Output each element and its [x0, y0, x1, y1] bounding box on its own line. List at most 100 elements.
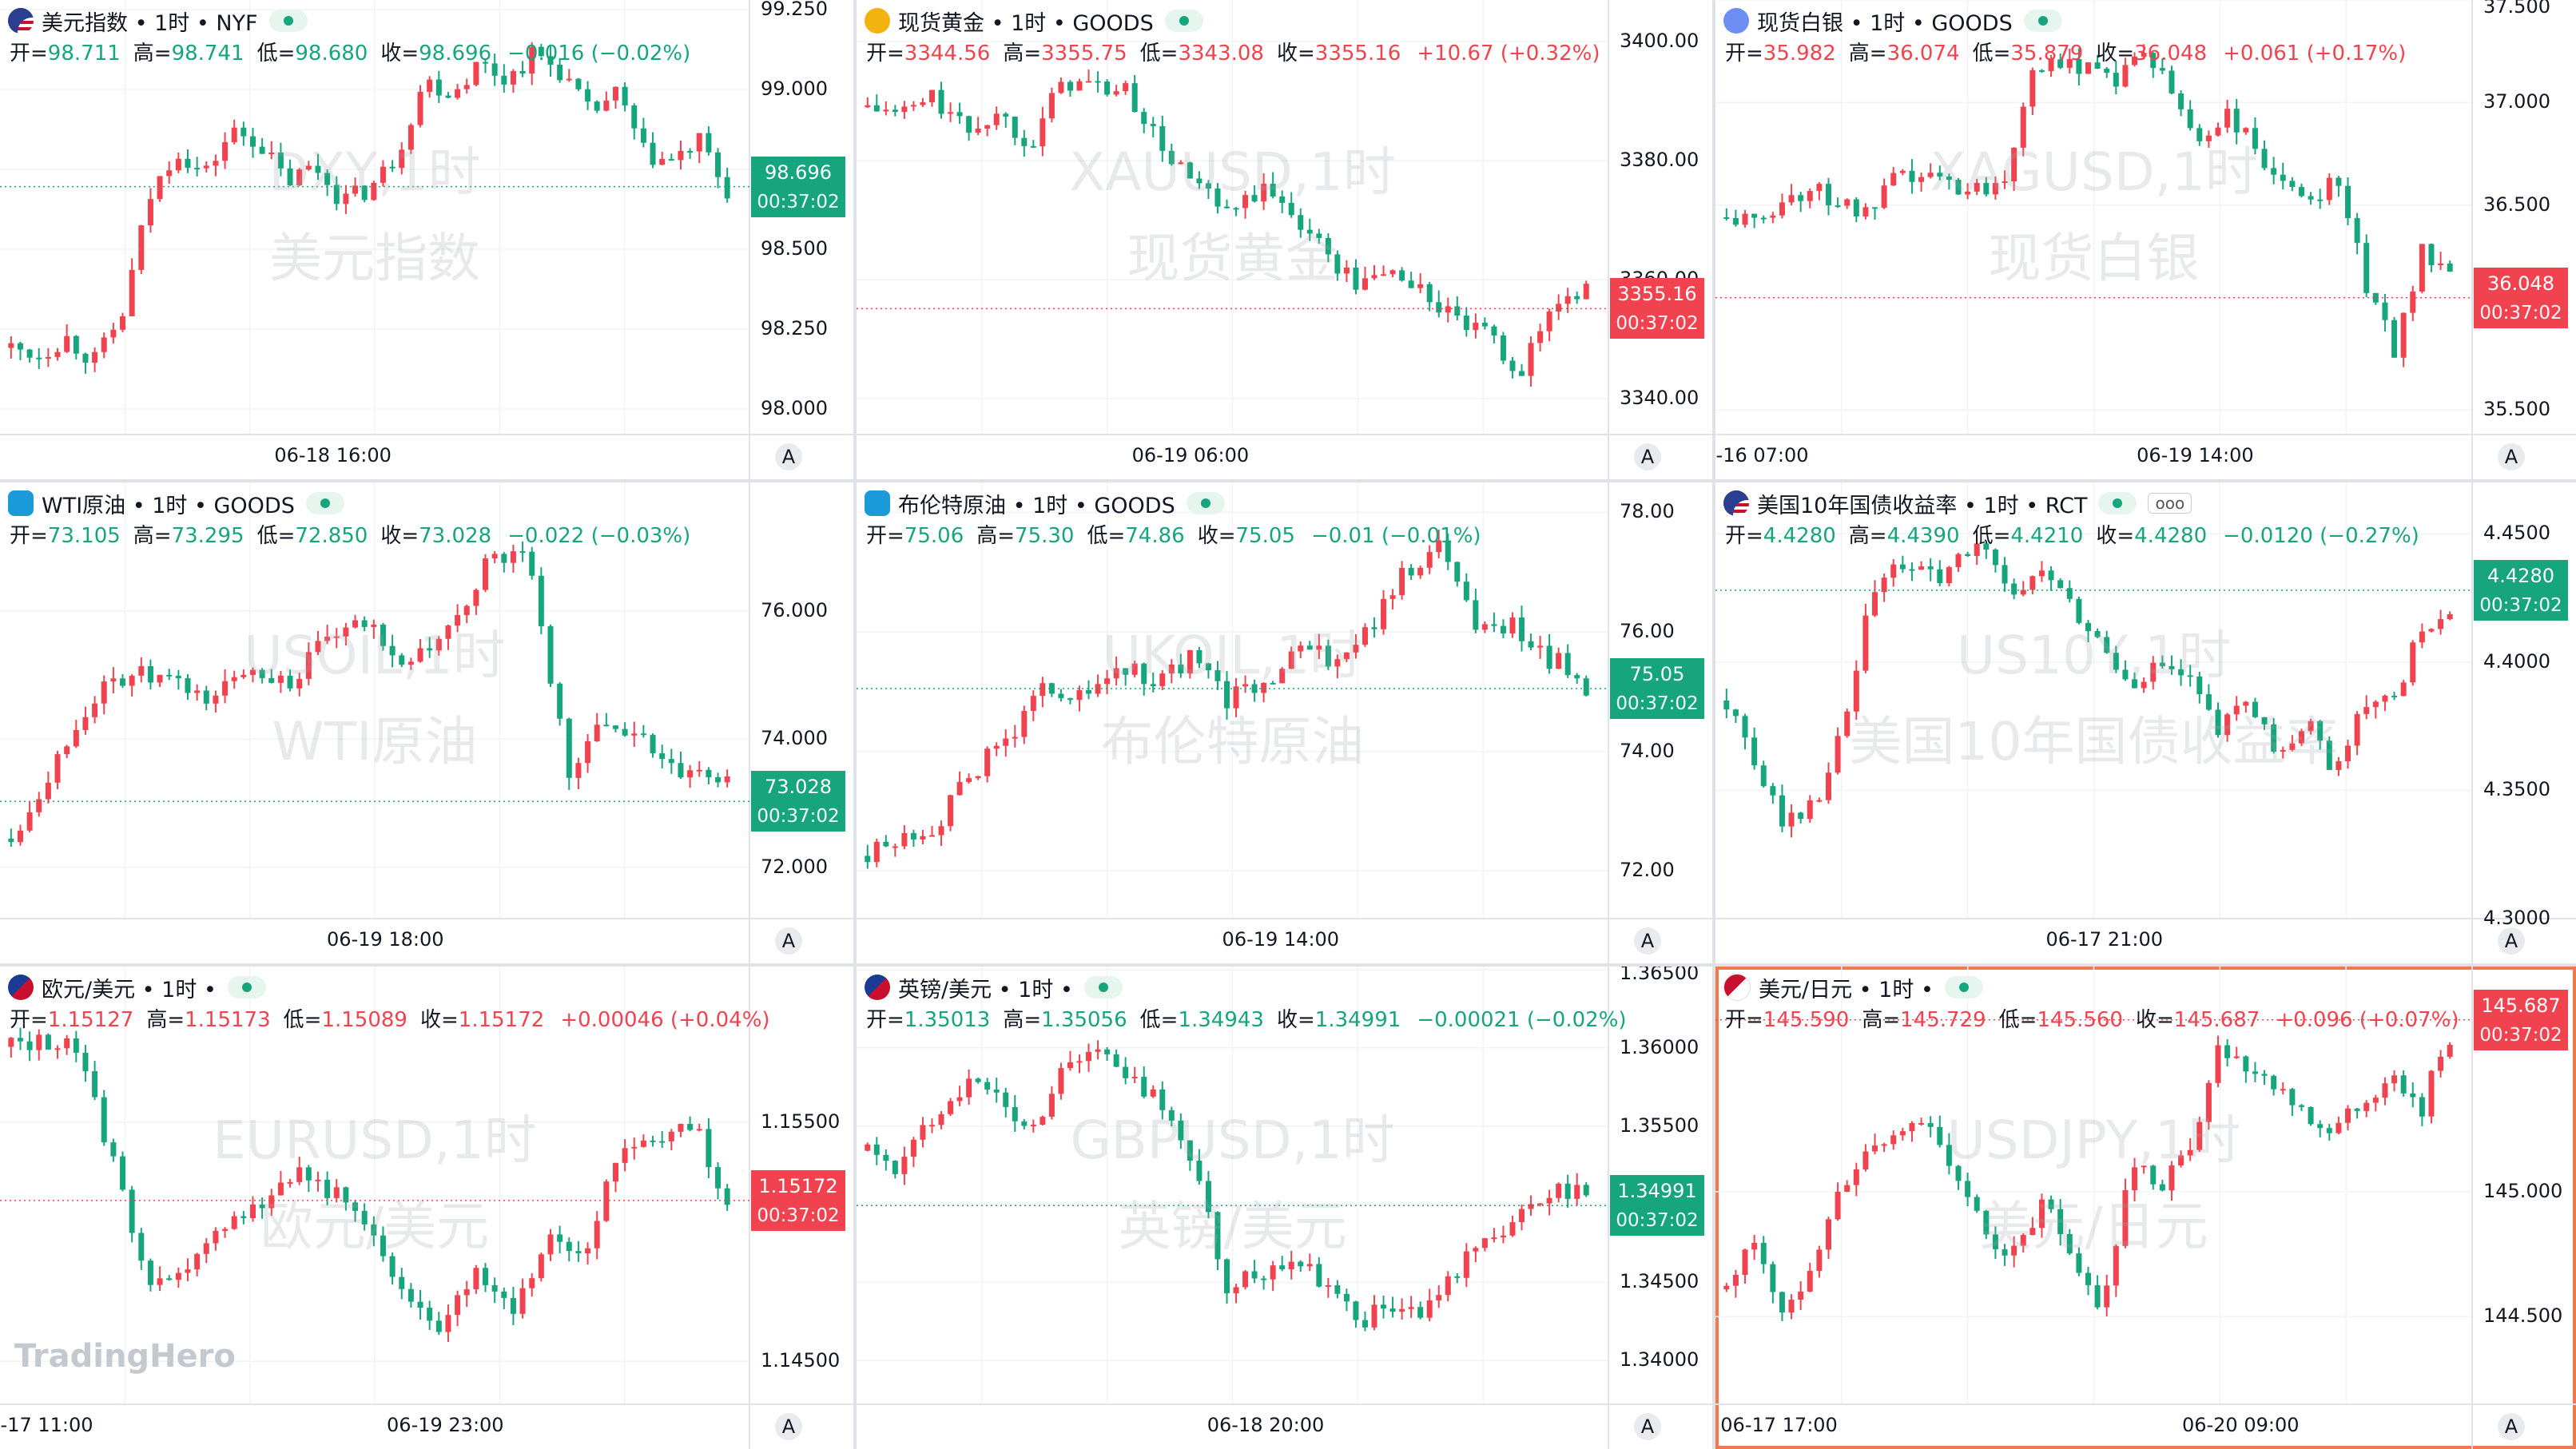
auto-scale-button[interactable]: A: [775, 443, 802, 470]
symbol-title[interactable]: WTI原油 • 1时 • GOODS: [42, 493, 295, 518]
candle-body: [435, 79, 442, 96]
candlestick-chart[interactable]: [0, 967, 853, 1449]
chart-panel-eurusd[interactable]: EURUSD,1时 欧元/美元 欧元/美元 • 1时 • 开=1.15127 高=1.1…: [0, 967, 853, 1449]
symbol-title[interactable]: 英镑/美元 • 1时 •: [898, 977, 1073, 1002]
auto-scale-button[interactable]: A: [2498, 927, 2525, 955]
candle-body: [975, 776, 981, 779]
chart-panel-gbpusd[interactable]: GBPUSD,1时 英镑/美元 英镑/美元 • 1时 • 开=1.35013 高=1.3…: [857, 967, 1712, 1449]
candle-body: [1334, 254, 1341, 274]
candle-body: [1574, 675, 1580, 679]
candle-body: [2122, 65, 2129, 87]
candlestick-chart[interactable]: [1715, 967, 2576, 1449]
auto-scale-button[interactable]: A: [1634, 443, 1661, 470]
candle-body: [1454, 306, 1461, 316]
candle-body: [938, 826, 944, 836]
candle-body: [2020, 106, 2026, 148]
auto-scale-button[interactable]: A: [2498, 443, 2525, 470]
symbol-header[interactable]: 现货黄金 • 1时 • GOODS: [865, 3, 1203, 38]
candle-body: [724, 776, 730, 783]
bar-countdown: 00:37:02: [2479, 1024, 2562, 1046]
candle-body: [2215, 1045, 2221, 1083]
ohlc-value-o: 98.711: [47, 42, 121, 66]
symbol-title[interactable]: 现货白银 • 1时 • GOODS: [1757, 10, 2013, 36]
auto-scale-button[interactable]: A: [1634, 1413, 1661, 1440]
candle-body: [2085, 622, 2091, 632]
candle-body: [892, 1161, 898, 1174]
chart-panel-wti[interactable]: USOIL,1时 WTI原油 WTI原油 • 1时 • GOODS 开=73.105 高…: [0, 482, 853, 963]
candle-body: [36, 357, 42, 359]
candle-body: [1445, 306, 1451, 313]
symbol-title[interactable]: 布伦特原油 • 1时 • GOODS: [898, 493, 1175, 518]
candle-body: [1168, 664, 1175, 674]
candle-body: [120, 1156, 126, 1190]
symbol-header[interactable]: WTI原油 • 1时 • GOODS: [8, 486, 344, 521]
symbol-header[interactable]: 美国10年国债收益率 • 1时 • RCT ooo: [1723, 486, 2192, 521]
ohlc-label: 收=: [2096, 524, 2135, 548]
symbol-title[interactable]: 美元/日元 • 1时 •: [1759, 977, 1934, 1002]
candle-body: [101, 1097, 107, 1143]
candle-body: [1298, 215, 1304, 230]
candle-body: [222, 141, 229, 161]
symbol-header[interactable]: 现货白银 • 1时 • GOODS: [1723, 3, 2062, 38]
candle-body: [1732, 217, 1739, 225]
candlestick-chart[interactable]: [1715, 482, 2576, 963]
candle-body: [305, 652, 312, 679]
candle-body: [399, 149, 405, 169]
symbol-title[interactable]: 现货黄金 • 1时 • GOODS: [898, 10, 1154, 36]
symbol-header[interactable]: 英镑/美元 • 1时 •: [865, 970, 1123, 1005]
symbol-header[interactable]: 美元/日元 • 1时 •: [1723, 970, 1983, 1005]
oil-icon: [865, 490, 890, 516]
candle-body: [687, 1124, 694, 1130]
candle-body: [2447, 263, 2453, 272]
candle-body: [2132, 1167, 2138, 1191]
candlestick-chart[interactable]: [857, 0, 1712, 479]
candle-body: [715, 1167, 722, 1189]
symbol-title[interactable]: 美国10年国债收益率 • 1时 • RCT: [1757, 493, 2088, 518]
chart-panel-dxy[interactable]: DXY,1时 美元指数 美元指数 • 1时 • NYF 开=98.711 高=98.74…: [0, 0, 853, 479]
ohlc-value-h: 1.35056: [1041, 1008, 1127, 1032]
chart-panel-brent[interactable]: UKOIL,1时 布伦特原油 布伦特原油 • 1时 • GOODS 开=75.06 高=…: [857, 482, 1712, 963]
candle-body: [984, 125, 991, 129]
candle-body: [1537, 1203, 1544, 1205]
candlestick-chart[interactable]: [0, 482, 853, 963]
auto-scale-button[interactable]: A: [775, 1413, 802, 1440]
candlestick-chart[interactable]: [0, 0, 853, 479]
x-axis-tick: 06-20 09:00: [2181, 1414, 2300, 1436]
candlestick-chart[interactable]: [857, 967, 1712, 1449]
symbol-title[interactable]: 美元指数 • 1时 • NYF: [42, 10, 258, 36]
candle-body: [2038, 570, 2045, 577]
auto-scale-button[interactable]: A: [1634, 927, 1661, 955]
y-axis-tick: 99.000: [761, 77, 828, 100]
candle-body: [1974, 543, 1980, 557]
candle-body: [1807, 800, 1813, 820]
price-change: −0.022 (−0.03%): [507, 524, 691, 548]
price-change: −0.01 (−0.01%): [1310, 524, 1481, 548]
candle-body: [1205, 663, 1211, 671]
more-options-button[interactable]: ooo: [2148, 493, 2192, 514]
symbol-header[interactable]: 欧元/美元 • 1时 •: [8, 970, 266, 1005]
symbol-header[interactable]: 美元指数 • 1时 • NYF: [8, 3, 308, 38]
y-axis-tick: 98.250: [761, 317, 828, 339]
candle-body: [1030, 145, 1036, 148]
candle-body: [1500, 335, 1506, 361]
auto-scale-button[interactable]: A: [775, 927, 802, 955]
candle-body: [2076, 1253, 2082, 1273]
candle-body: [1723, 217, 1730, 219]
candle-body: [1389, 270, 1396, 275]
candle-body: [1992, 1234, 1998, 1249]
ohlc-label: 低=: [256, 42, 296, 66]
auto-scale-button[interactable]: A: [2498, 1413, 2525, 1440]
candle-body: [73, 335, 79, 354]
chart-panel-us10y[interactable]: US10Y,1时 美国10年国债收益率 美国10年国债收益率 • 1时 • RCT o…: [1715, 482, 2576, 963]
candle-body: [333, 185, 340, 204]
ohlc-label: 高=: [1003, 42, 1042, 66]
candle-body: [407, 1288, 414, 1302]
chart-panel-xau[interactable]: XAUUSD,1时 现货黄金 现货黄金 • 1时 • GOODS 开=3344.56 高…: [857, 0, 1712, 479]
candlestick-chart[interactable]: [1715, 0, 2576, 479]
candle-body: [1353, 645, 1359, 653]
chart-panel-usdjpy[interactable]: USDJPY,1时 美元/日元 美元/日元 • 1时 • 开=145.590 高=145…: [1715, 967, 2576, 1449]
chart-panel-xag[interactable]: XAGUSD,1时 现货白银 现货白银 • 1时 • GOODS 开=35.982 高=…: [1715, 0, 2576, 479]
candlestick-chart[interactable]: [857, 482, 1712, 963]
symbol-title[interactable]: 欧元/美元 • 1时 •: [42, 977, 217, 1002]
symbol-header[interactable]: 布伦特原油 • 1时 • GOODS: [865, 486, 1225, 521]
